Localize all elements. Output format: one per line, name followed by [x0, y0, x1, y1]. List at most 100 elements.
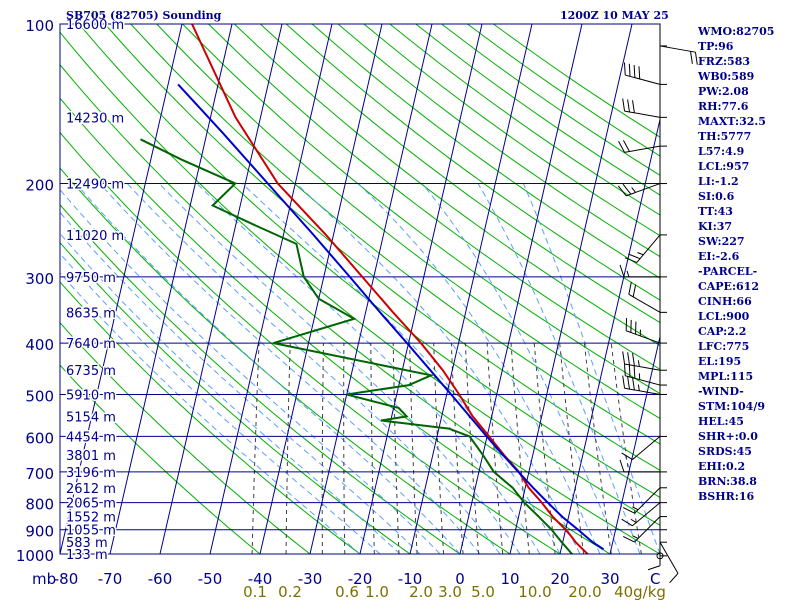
barb-flag [694, 52, 698, 65]
sounding-index: MPL:115 [698, 370, 754, 383]
sounding-index: SI:0.6 [698, 190, 735, 203]
wind-barb [617, 183, 667, 197]
barb-flag [623, 363, 626, 376]
barb-flag [623, 507, 635, 514]
sounding-index: EL:195 [698, 355, 742, 368]
sounding-index: TT:43 [698, 205, 733, 218]
barb-flag [628, 63, 631, 77]
moist-adiabat [477, 183, 641, 554]
wind-profile [617, 24, 698, 584]
barb-staff [625, 375, 661, 386]
sounding-index: STM:104/9 [698, 400, 765, 413]
wind-barb [623, 487, 667, 514]
sounding-index: FRZ:583 [698, 55, 751, 68]
height-label: 14230 m [66, 111, 124, 126]
barb-flag [669, 573, 679, 584]
sounding-index: CAPE:612 [698, 280, 759, 293]
dry-adiabat [182, 24, 660, 395]
barb-flag [623, 62, 626, 76]
wind-barb [624, 234, 667, 263]
barb-flag [628, 253, 641, 260]
isotherm [409, 24, 533, 554]
barb-half-flag [631, 187, 636, 193]
barb-flag [622, 375, 626, 389]
wind-barb [656, 552, 667, 560]
barb-flag [632, 353, 635, 366]
wind-barb [622, 98, 667, 118]
sounding-indices: WMO:82705 TP:96 FRZ:583 WB0:589 PW:2.08 RH:77… [698, 24, 800, 504]
sounding-index: BRN:38.8 [698, 475, 757, 488]
moist-adiabat [75, 183, 461, 554]
moist-adiabat [158, 183, 521, 554]
barb-flag [633, 365, 636, 379]
isotherm [559, 117, 660, 554]
barb-half-flag [637, 360, 640, 367]
barb-staff [659, 541, 679, 574]
wind-barb [621, 435, 667, 460]
height-label: 583 m [66, 536, 108, 551]
sounding-index: RH:77.6 [698, 100, 749, 113]
mixing-ratio-label: 0.1 [243, 583, 267, 600]
barb-staff [628, 293, 661, 313]
wind-barb [622, 351, 667, 371]
barb-flag [632, 284, 637, 297]
sounding-index: SRDS:45 [698, 445, 752, 458]
wind-barb [659, 541, 679, 584]
isotherm [259, 24, 383, 554]
mixing-ratio-label: 5.0 [471, 583, 495, 600]
temperature-tick-label: -60 [148, 570, 173, 588]
mixing-ratio-label: 0.2 [278, 583, 302, 600]
sounding-index: KI:37 [698, 220, 733, 233]
mixing-ratio-label: 0.6 [335, 583, 359, 600]
isotherm [309, 24, 433, 554]
dry-adiabat [234, 24, 660, 347]
barb-staff [624, 363, 661, 371]
barb-flag [621, 452, 633, 460]
wind-barb [622, 375, 667, 395]
barb-flag [623, 535, 635, 543]
station-title: SB705 (82705) Sounding [66, 9, 222, 22]
barb-flag [647, 565, 661, 571]
pressure-tick-label: 400 [25, 336, 54, 354]
temperature-tick-label: 10 [500, 570, 519, 588]
dry-adiabat [130, 24, 660, 445]
isotherm [459, 24, 583, 554]
barb-half-flag [632, 535, 639, 539]
mixing-ratio-line [370, 343, 375, 554]
sounding-traces [140, 24, 605, 554]
sounding-index: EHI:0.2 [698, 460, 746, 473]
temperature-tick-label: 30 [600, 570, 619, 588]
mixing-ratio-label: 1.0 [365, 583, 389, 600]
sounding-index: -WIND- [698, 385, 744, 398]
barb-flag [622, 98, 626, 112]
wind-barb [621, 502, 667, 527]
sounding-index: MAXT:32.5 [698, 115, 766, 128]
height-label: 9750 m [66, 271, 116, 286]
height-label: 11020 m [66, 229, 124, 244]
barb-staff [632, 436, 661, 460]
barb-flag [621, 518, 633, 527]
wind-barb [628, 281, 667, 313]
barb-half-flag [637, 384, 640, 391]
pressure-tick-label: 600 [25, 429, 54, 447]
height-label: 2065 m [66, 497, 116, 512]
pressure-tick-label: 200 [25, 177, 54, 195]
pressure-tick-label: 300 [25, 270, 54, 288]
mixing-ratio-label: 40g/kg [614, 583, 666, 600]
sounding-index: CAP:2.2 [698, 325, 747, 338]
dry-adiabats [60, 24, 660, 554]
dry-adiabat [60, 167, 511, 554]
dry-adiabat [60, 281, 361, 554]
height-label: 3196 m [66, 466, 116, 481]
barb-flag [638, 66, 641, 79]
barb-staff [632, 502, 661, 527]
dry-adiabat [60, 364, 261, 554]
temperature-tick-label: -30 [298, 570, 323, 588]
barb-staff [626, 183, 661, 197]
temperature-tick-label: -70 [98, 570, 123, 588]
mixing-ratio-label: 3.0 [438, 583, 462, 600]
wind-barb [619, 459, 667, 473]
barb-staff [624, 387, 661, 395]
barb-half-flag [637, 252, 644, 256]
